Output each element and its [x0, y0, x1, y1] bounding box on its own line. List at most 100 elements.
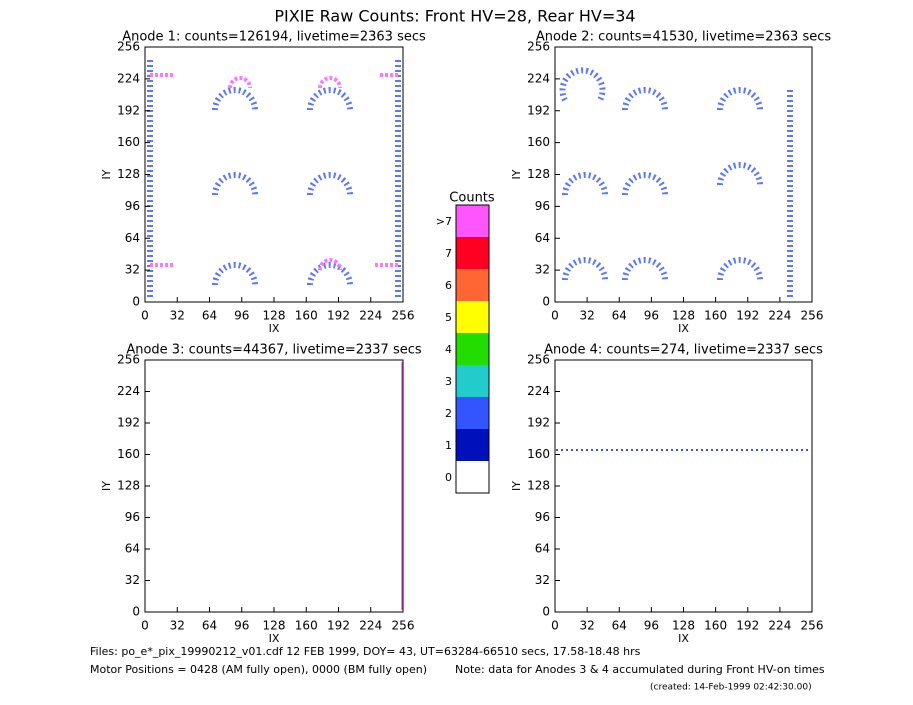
- x-tick-label: 0: [141, 309, 149, 323]
- y-tick-label: 0: [132, 295, 140, 309]
- y-axis-label: IY: [100, 481, 113, 491]
- x-tick-label: 192: [327, 309, 350, 323]
- colorbar-swatch: [456, 365, 489, 397]
- y-tick-label: 224: [117, 71, 140, 85]
- y-tick-label: 128: [527, 479, 550, 493]
- colorbar-label: 1: [445, 439, 452, 452]
- colorbar-swatch: [456, 461, 489, 493]
- y-tick-label: 32: [535, 263, 550, 277]
- y-tick-label: 96: [125, 510, 140, 524]
- y-tick-label: 128: [117, 479, 140, 493]
- x-tick-label: 160: [295, 619, 318, 633]
- x-tick-label: 224: [359, 619, 382, 633]
- x-tick-label: 64: [612, 309, 627, 323]
- colorbar-label: 5: [445, 311, 452, 324]
- y-tick-label: 32: [125, 263, 140, 277]
- x-tick-label: 64: [202, 619, 217, 633]
- x-tick-label: 32: [579, 619, 594, 633]
- footer-files: Files: po_e*_pix_19990212_v01.cdf 12 FEB…: [90, 645, 641, 658]
- x-tick-label: 0: [551, 619, 559, 633]
- x-tick-label: 256: [392, 309, 415, 323]
- x-tick-label: 160: [704, 309, 727, 323]
- x-tick-label: 128: [672, 309, 695, 323]
- y-tick-label: 256: [527, 353, 550, 367]
- x-tick-label: 0: [551, 309, 559, 323]
- x-tick-label: 64: [612, 619, 627, 633]
- y-tick-label: 0: [542, 605, 550, 619]
- x-axis-label: IX: [678, 632, 689, 645]
- x-tick-label: 128: [263, 309, 286, 323]
- x-axis-label: IX: [678, 322, 689, 335]
- y-tick-label: 32: [535, 573, 550, 587]
- x-tick-label: 256: [801, 619, 824, 633]
- x-tick-label: 32: [170, 619, 185, 633]
- x-tick-label: 224: [359, 309, 382, 323]
- x-tick-label: 128: [672, 619, 695, 633]
- x-tick-label: 160: [295, 309, 318, 323]
- y-tick-label: 192: [527, 103, 550, 117]
- y-tick-label: 224: [527, 384, 550, 398]
- y-tick-label: 224: [527, 71, 550, 85]
- x-tick-label: 224: [768, 619, 791, 633]
- panel-title: Anode 1: counts=126194, livetime=2363 se…: [122, 30, 426, 45]
- y-tick-label: 192: [527, 416, 550, 430]
- colorbar-frame: [455, 204, 490, 494]
- y-tick-label: 160: [527, 447, 550, 461]
- x-tick-label: 0: [141, 619, 149, 633]
- y-tick-label: 256: [117, 40, 140, 54]
- x-tick-label: 224: [768, 309, 791, 323]
- x-tick-label: 32: [170, 309, 185, 323]
- colorbar-label: 7: [445, 247, 452, 260]
- y-tick-label: 96: [535, 510, 550, 524]
- x-tick-label: 96: [644, 309, 659, 323]
- panel-title: Anode 2: counts=41530, livetime=2363 sec…: [536, 30, 832, 45]
- y-tick-label: 160: [527, 135, 550, 149]
- plot-frame: [144, 46, 404, 303]
- colorbar-swatch: [456, 237, 489, 269]
- x-tick-label: 192: [327, 619, 350, 633]
- footer-motor: Motor Positions = 0428 (AM fully open), …: [90, 663, 427, 676]
- y-tick-label: 96: [125, 199, 140, 213]
- y-tick-label: 192: [117, 103, 140, 117]
- y-tick-label: 64: [535, 231, 550, 245]
- y-tick-label: 160: [117, 135, 140, 149]
- y-tick-label: 64: [125, 542, 140, 556]
- plot-frame: [554, 359, 813, 613]
- x-tick-label: 32: [579, 309, 594, 323]
- x-tick-label: 96: [644, 619, 659, 633]
- panel-title: Anode 3: counts=44367, livetime=2337 sec…: [126, 343, 422, 358]
- image-pattern: [147, 60, 793, 300]
- footer-created: (created: 14-Feb-1999 02:42:30.00): [650, 683, 812, 693]
- y-tick-label: 64: [535, 542, 550, 556]
- y-tick-label: 32: [125, 573, 140, 587]
- colorbar-label: 0: [445, 471, 452, 484]
- colorbar-label: 2: [445, 407, 452, 420]
- x-tick-label: 96: [234, 309, 249, 323]
- y-tick-label: 192: [117, 416, 140, 430]
- x-axis-label: IX: [269, 322, 280, 335]
- colorbar-label: 6: [445, 279, 452, 292]
- colorbar-label: 3: [445, 375, 452, 388]
- y-tick-label: 224: [117, 384, 140, 398]
- y-tick-label: 0: [542, 295, 550, 309]
- colorbar-swatch: [456, 397, 489, 429]
- y-tick-label: 64: [125, 231, 140, 245]
- panel-title: Anode 4: counts=274, livetime=2337 secs: [544, 343, 823, 358]
- y-axis-label: IY: [510, 481, 523, 491]
- colorbar-label: >7: [436, 215, 452, 228]
- y-tick-label: 160: [117, 447, 140, 461]
- colorbar-swatch: [456, 269, 489, 301]
- y-tick-label: 128: [117, 167, 140, 181]
- colorbar-swatch: [456, 301, 489, 333]
- y-tick-label: 96: [535, 199, 550, 213]
- y-tick-label: 128: [527, 167, 550, 181]
- x-tick-label: 64: [202, 309, 217, 323]
- x-tick-label: 96: [234, 619, 249, 633]
- colorbar-swatch: [456, 333, 489, 365]
- x-tick-label: 192: [736, 309, 759, 323]
- colorbar-swatch: [456, 429, 489, 461]
- x-tick-label: 160: [704, 619, 727, 633]
- x-tick-label: 256: [801, 309, 824, 323]
- page-title: PIXIE Raw Counts: Front HV=28, Rear HV=3…: [274, 7, 635, 26]
